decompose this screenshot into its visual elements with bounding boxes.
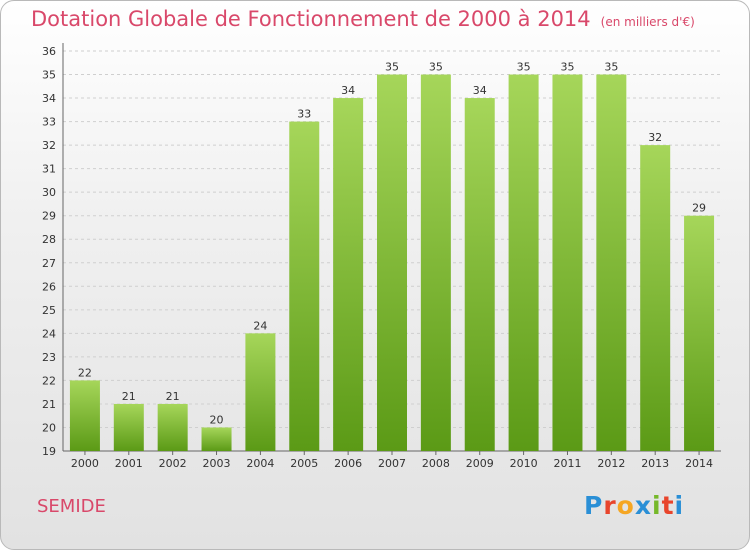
x-tick-label: 2009 bbox=[466, 457, 494, 470]
y-tick-label: 30 bbox=[42, 186, 56, 199]
y-tick-label: 25 bbox=[42, 304, 56, 317]
bar bbox=[201, 427, 232, 451]
logo-letter: t bbox=[661, 491, 675, 520]
proxiti-logo: Proxiti bbox=[584, 491, 684, 520]
bar bbox=[245, 333, 276, 451]
x-tick-label: 2003 bbox=[203, 457, 231, 470]
y-tick-label: 29 bbox=[42, 210, 56, 223]
x-tick-label: 2013 bbox=[641, 457, 669, 470]
data-label: 21 bbox=[166, 390, 180, 403]
logo-letter: o bbox=[616, 491, 635, 520]
bar bbox=[69, 380, 100, 451]
bar bbox=[289, 121, 320, 452]
logo-letter: P bbox=[584, 491, 604, 520]
bar bbox=[377, 74, 407, 451]
data-label: 24 bbox=[253, 319, 267, 332]
x-tick-label: 2012 bbox=[597, 457, 625, 470]
x-tick-label: 2004 bbox=[246, 457, 274, 470]
x-tick-label: 2007 bbox=[378, 457, 406, 470]
data-label: 35 bbox=[560, 61, 574, 74]
y-tick-label: 33 bbox=[42, 116, 56, 129]
y-tick-label: 27 bbox=[42, 257, 56, 270]
data-label: 35 bbox=[385, 61, 399, 74]
y-tick-label: 23 bbox=[42, 351, 56, 364]
x-tick-label: 2001 bbox=[115, 457, 143, 470]
logo-letter: x bbox=[634, 491, 652, 520]
logo-letter: r bbox=[603, 491, 617, 520]
y-tick-label: 21 bbox=[42, 398, 56, 411]
y-tick-label: 36 bbox=[42, 45, 56, 58]
bar bbox=[420, 74, 451, 451]
y-tick-label: 31 bbox=[42, 163, 56, 176]
y-tick-label: 19 bbox=[42, 445, 56, 458]
data-label: 29 bbox=[692, 202, 706, 215]
unit-label: (en milliers d'€) bbox=[600, 15, 695, 29]
y-tick-labels: 19 20 21 22 23 24 25 26 27 28 29 30 31 32 33 34 35 36 bbox=[42, 45, 56, 458]
y-tick-label: 34 bbox=[42, 92, 56, 105]
y-tick-label: 20 bbox=[42, 421, 56, 434]
bars bbox=[69, 74, 715, 452]
bar bbox=[552, 74, 583, 451]
x-tick-label: 2002 bbox=[159, 457, 187, 470]
y-tick-label: 22 bbox=[42, 374, 56, 387]
data-label: 35 bbox=[517, 61, 531, 74]
y-tick-label: 26 bbox=[42, 280, 56, 293]
bar bbox=[596, 74, 627, 451]
bar bbox=[464, 98, 495, 451]
data-label: 32 bbox=[648, 131, 662, 144]
x-tick-label: 2014 bbox=[685, 457, 713, 470]
x-tick-labels: 2000 2001 2002 2003 2004 2005 2006 2007 2008 2009… bbox=[71, 457, 713, 470]
data-label: 34 bbox=[473, 84, 487, 97]
bar bbox=[157, 403, 188, 451]
x-tick-label: 2006 bbox=[334, 457, 362, 470]
logo-letter: i bbox=[652, 491, 662, 520]
data-label: 33 bbox=[297, 108, 311, 121]
data-labels: 22 21 21 20 24 33 34 35 35 34 35 35 35 32 29 bbox=[78, 61, 706, 427]
x-tick-label: 2000 bbox=[71, 457, 99, 470]
bar bbox=[333, 98, 364, 451]
y-tick-label: 28 bbox=[42, 233, 56, 246]
x-tick-label: 2008 bbox=[422, 457, 450, 470]
y-tick-label: 24 bbox=[42, 327, 56, 340]
data-label: 34 bbox=[341, 84, 355, 97]
title-text: Dotation Globale de Fonctionnement de 20… bbox=[31, 7, 591, 31]
chart-title: Dotation Globale de Fonctionnement de 20… bbox=[31, 7, 695, 31]
data-label: 20 bbox=[210, 413, 224, 426]
y-tick-label: 35 bbox=[42, 69, 56, 82]
x-tick-label: 2005 bbox=[290, 457, 318, 470]
data-label: 21 bbox=[122, 390, 136, 403]
x-tick-label: 2011 bbox=[553, 457, 581, 470]
data-label: 35 bbox=[604, 61, 618, 74]
data-label: 22 bbox=[78, 366, 92, 379]
bar bbox=[640, 145, 671, 451]
data-label: 35 bbox=[429, 61, 443, 74]
bar bbox=[508, 74, 539, 451]
y-tick-label: 32 bbox=[42, 139, 56, 152]
logo-letter: i bbox=[674, 491, 685, 520]
city-name: SEMIDE bbox=[37, 496, 106, 517]
bar bbox=[113, 403, 144, 451]
x-tick-label: 2010 bbox=[510, 457, 538, 470]
bar bbox=[684, 215, 715, 451]
